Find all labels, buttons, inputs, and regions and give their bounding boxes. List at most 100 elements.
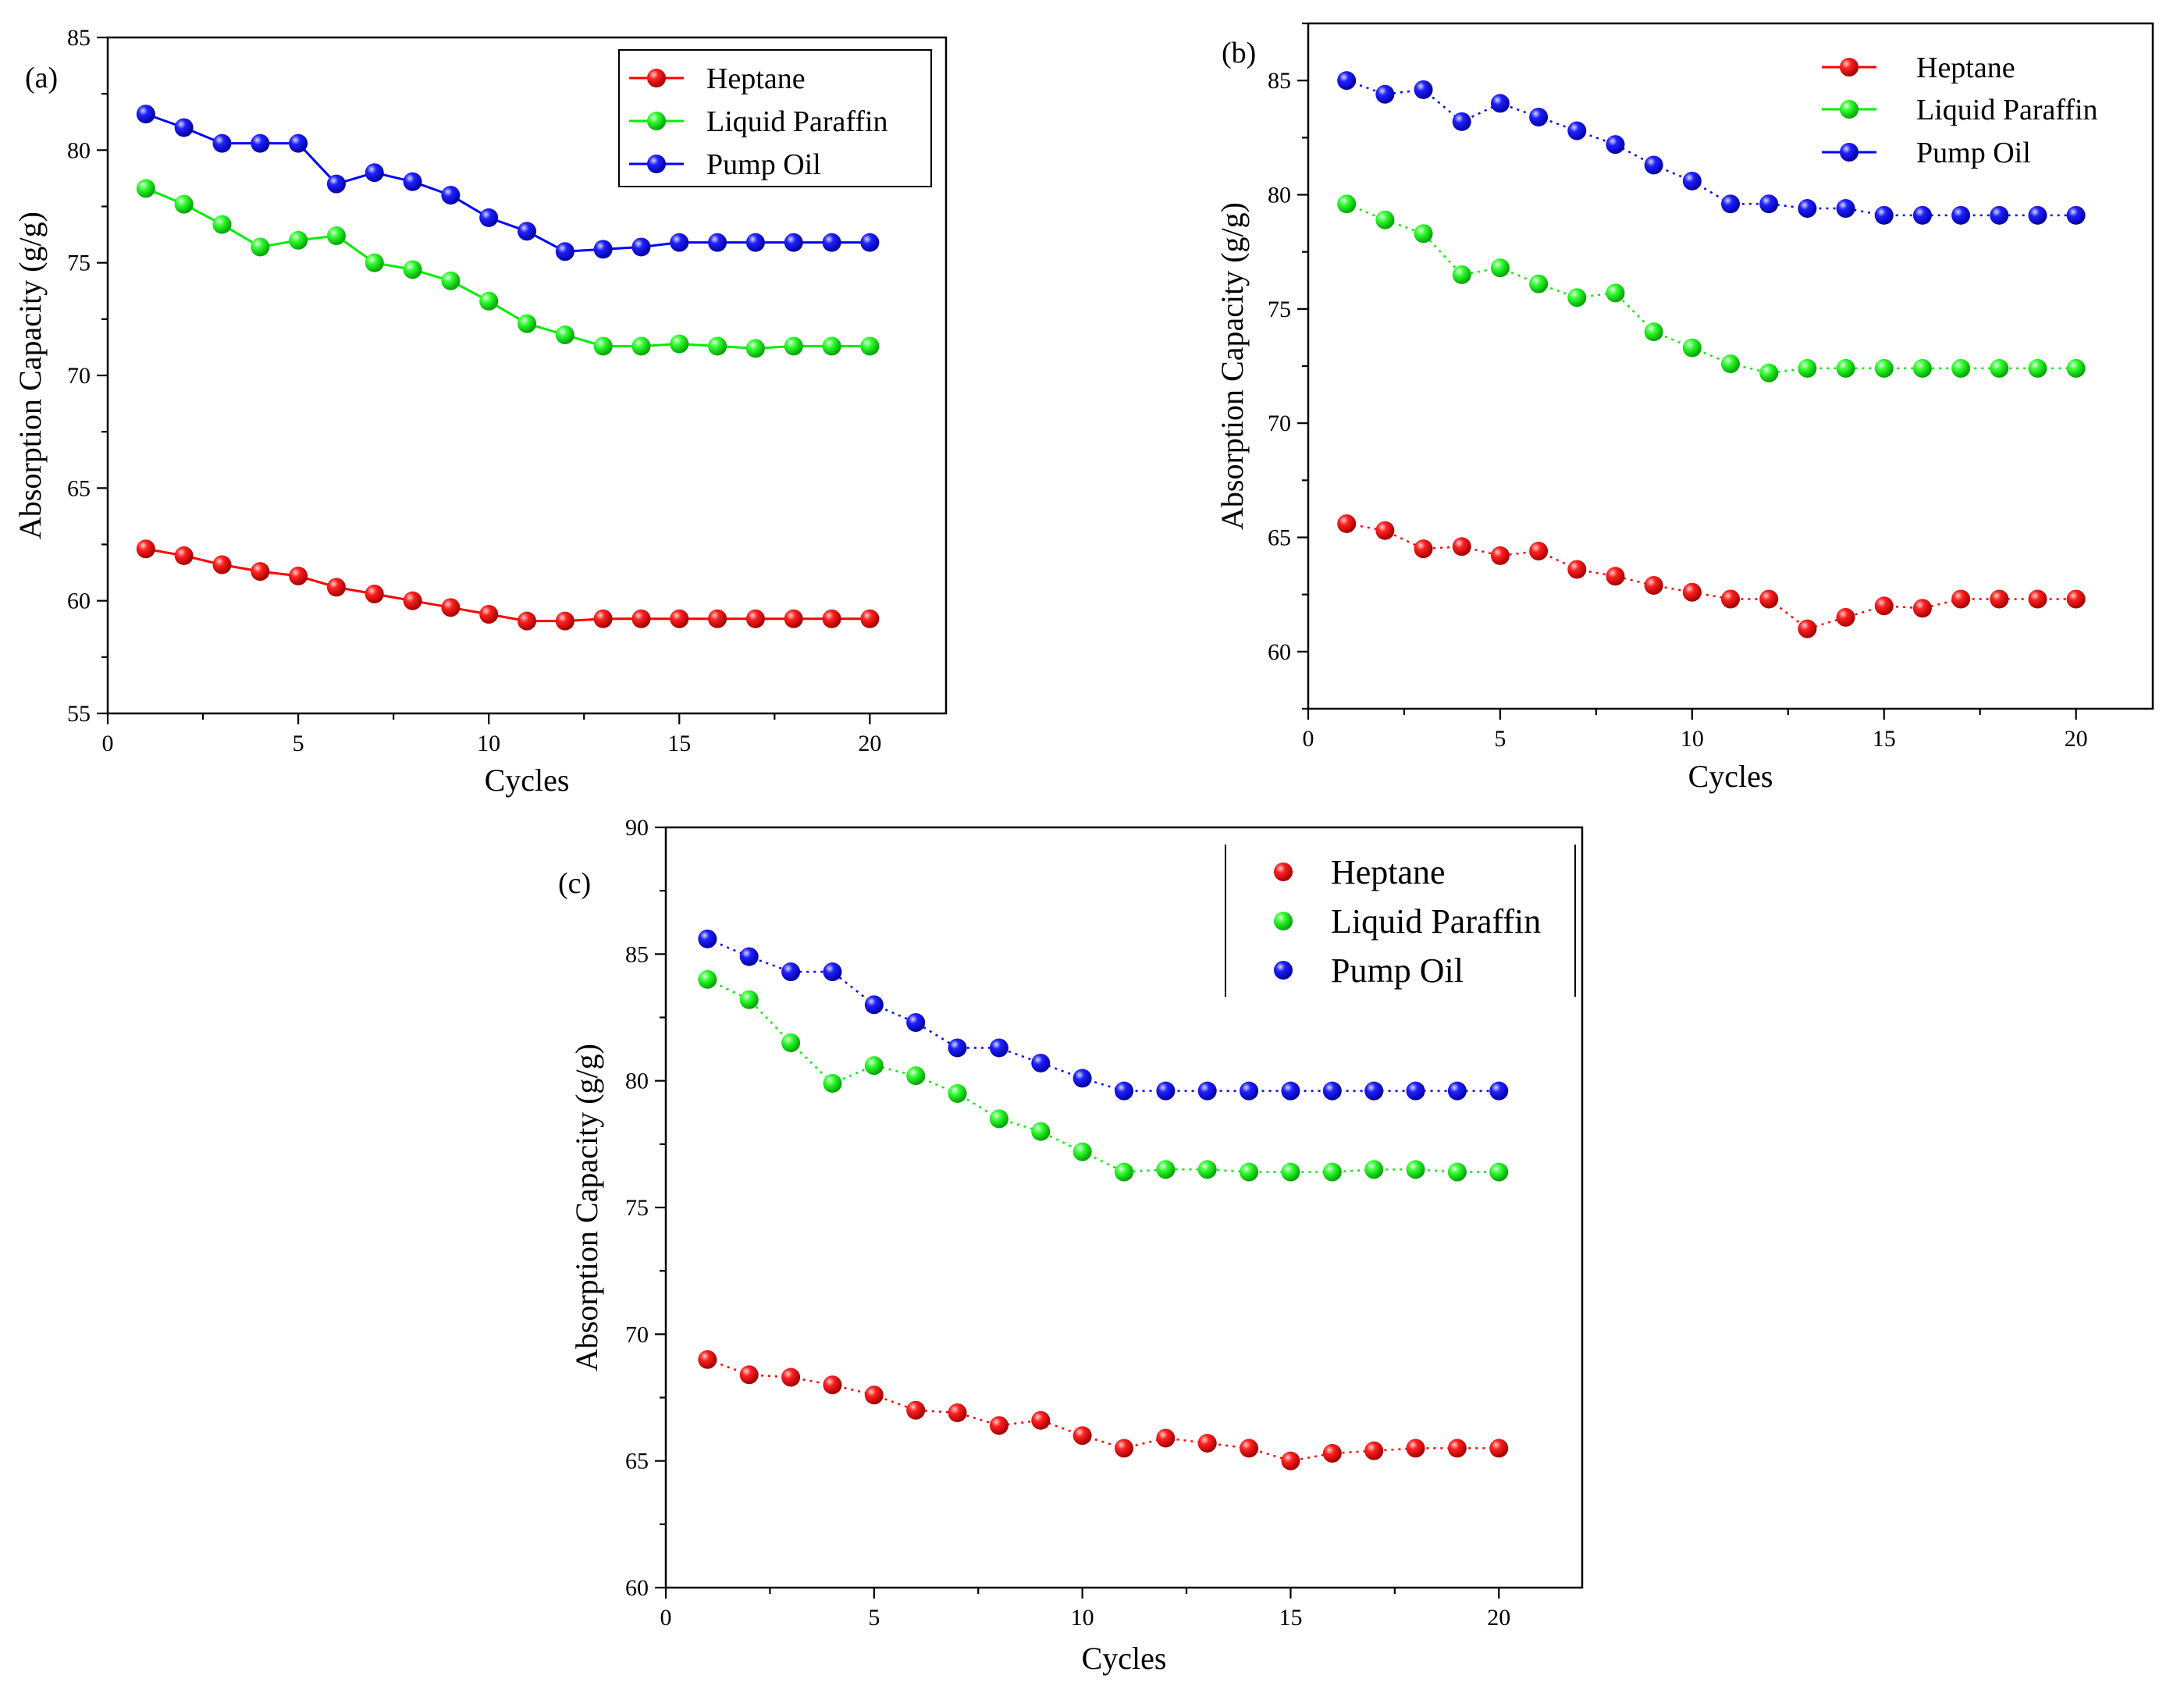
chart-c-legend-pump-oil-label: Pump Oil (1331, 951, 1464, 990)
chart-a-liquid-paraffin-point (136, 179, 155, 198)
chart-b-liquid-paraffin-point (1606, 283, 1625, 303)
chart-c-heptane-point (1197, 1433, 1217, 1453)
chart-c-pump-oil-line (706, 937, 1499, 1092)
chart-a-liquid-paraffin-point (593, 336, 613, 356)
chart-b-pump-oil-point (1452, 112, 1471, 131)
chart-a: 0 5 10 15 20 55 60 65 70 75 80 85 Cycles Absorption C… (12, 25, 948, 798)
chart-c-y-tick-label: 80 (625, 1069, 649, 1094)
chart-c-liquid-paraffin-point (1031, 1122, 1051, 1141)
chart-c-x-axis-label: Cycles (1082, 1641, 1167, 1676)
chart-a-y-tick-label: 75 (67, 251, 91, 276)
chart-a-pump-oil-point (745, 233, 765, 252)
chart-c-pump-oil-point (1156, 1081, 1176, 1101)
chart-a-liquid-paraffin-point (174, 194, 194, 214)
chart-a-y-tick-label: 60 (67, 589, 91, 614)
chart-c-y-tick-label: 75 (625, 1195, 649, 1221)
chart-a-pump-oil-point (289, 133, 308, 153)
chart-c-liquid-paraffin-point (1489, 1162, 1509, 1182)
chart-a-pump-oil-point (403, 172, 422, 191)
chart-b-x-tick-label: 0 (1303, 726, 1314, 752)
chart-a-heptane-point (136, 539, 155, 559)
chart-a-liquid-paraffin-point (251, 237, 270, 257)
chart-c-liquid-paraffin-point (781, 1033, 801, 1052)
chart-a-liquid-paraffin-point (479, 291, 499, 311)
chart-b-legend-heptane-marker (1840, 58, 1859, 76)
chart-b-liquid-paraffin-point (1990, 358, 2009, 378)
chart-c-y-tick-label: 90 (625, 815, 649, 841)
chart-c-heptane-point (1240, 1439, 1259, 1458)
chart-b-pump-oil-point (1414, 80, 1433, 99)
chart-c-x-tick-label: 10 (1071, 1605, 1094, 1631)
chart-c-legend-heptane-label: Heptane (1331, 853, 1446, 891)
chart-b-y-tick-label: 80 (1268, 183, 1291, 208)
chart-c-legend-liquid-paraffin-marker (1274, 912, 1293, 930)
chart-b-pump-oil-point (1490, 94, 1510, 113)
chart-c-pump-oil-point (1072, 1069, 1092, 1088)
chart-b-liquid-paraffin-point (1951, 358, 1971, 378)
chart-c-legend-pump-oil-marker (1274, 961, 1293, 980)
chart-a-heptane-point (784, 609, 803, 628)
chart-c-liquid-paraffin-point (739, 990, 759, 1009)
chart-c-heptane-point (1364, 1441, 1384, 1460)
chart-b-heptane-point (1606, 567, 1625, 586)
chart-a-pump-oil-point (441, 186, 461, 205)
chart-a-heptane-point (518, 611, 536, 631)
chart-b-y-tick-label: 65 (1268, 525, 1291, 551)
chart-b-heptane-point (1567, 560, 1587, 579)
chart-b-heptane-point (1375, 521, 1395, 540)
chart-a-heptane-point (212, 555, 232, 574)
chart-c-heptane-point (1072, 1426, 1092, 1446)
chart-a-heptane-point (555, 611, 574, 631)
chart-b-pump-oil-point (1912, 205, 1932, 225)
chart-a-heptane-point (403, 591, 422, 610)
chart-c-frame (664, 826, 1584, 1589)
chart-c-heptane-point (781, 1368, 801, 1387)
chart-a-heptane-point (441, 598, 461, 617)
chart-b-x-axis-label: Cycles (1688, 759, 1773, 794)
chart-b-heptane-point (1414, 539, 1433, 559)
chart-b-pump-oil-point (1644, 155, 1663, 175)
chart-a-liquid-paraffin-point (670, 334, 689, 354)
chart-b-y-tick-label: 75 (1268, 297, 1291, 322)
chart-a-legend-pump-oil-marker (647, 155, 666, 173)
chart-a-heptane-point (365, 585, 384, 604)
chart-a-y-tick-label: 65 (67, 475, 91, 501)
chart-a-legend-heptane-marker (647, 69, 666, 87)
chart-a-heptane-point (670, 609, 689, 628)
chart-a-x-axis-label: Cycles (485, 763, 570, 798)
chart-a-heptane-point (174, 546, 194, 565)
chart-a-liquid-paraffin-point (326, 226, 346, 246)
chart-a-liquid-paraffin-point (860, 336, 880, 356)
chart-c-liquid-paraffin-point (1197, 1160, 1217, 1179)
chart-c-liquid-paraffin-point (864, 1056, 884, 1076)
chart-a-liquid-paraffin-point (518, 314, 536, 333)
chart-b-liquid-paraffin-point (2028, 358, 2047, 378)
chart-c-pump-oil-point (1281, 1081, 1300, 1101)
chart-b-liquid-paraffin-point (1836, 358, 1855, 378)
chart-c-panel-label: (c) (558, 867, 591, 900)
chart-b-heptane-point (1951, 589, 1971, 609)
chart-a-heptane-line (145, 547, 870, 623)
chart-b-panel-label: (b) (1222, 37, 1256, 69)
chart-b-heptane-point (2028, 589, 2047, 609)
chart-b-liquid-paraffin-point (2066, 358, 2086, 378)
chart-a-pump-oil-point (518, 222, 536, 241)
chart-b-pump-oil-point (1990, 205, 2009, 225)
chart-b-heptane-point (1836, 607, 1855, 627)
chart-a-liquid-paraffin-point (784, 336, 803, 356)
chart-b-pump-oil-point (1606, 135, 1625, 155)
chart-c-liquid-paraffin-point (698, 969, 717, 989)
chart-a-heptane-point (251, 562, 270, 582)
chart-c-pump-oil-point (1322, 1081, 1342, 1101)
chart-b-pump-oil-point (1337, 71, 1357, 91)
chart-b-heptane-point (1452, 537, 1471, 557)
chart-c-legend-liquid-paraffin-label: Liquid Paraffin (1331, 902, 1541, 941)
chart-a-x-tick-label: 5 (293, 731, 304, 756)
chart-a-liquid-paraffin-point (365, 253, 384, 272)
chart-a-heptane-point (708, 609, 727, 628)
chart-c-pump-oil-point (1364, 1081, 1384, 1101)
chart-c-pump-oil-point (948, 1038, 967, 1058)
chart-c-pump-oil-point (1115, 1081, 1133, 1101)
chart-c-heptane-point (864, 1385, 884, 1405)
